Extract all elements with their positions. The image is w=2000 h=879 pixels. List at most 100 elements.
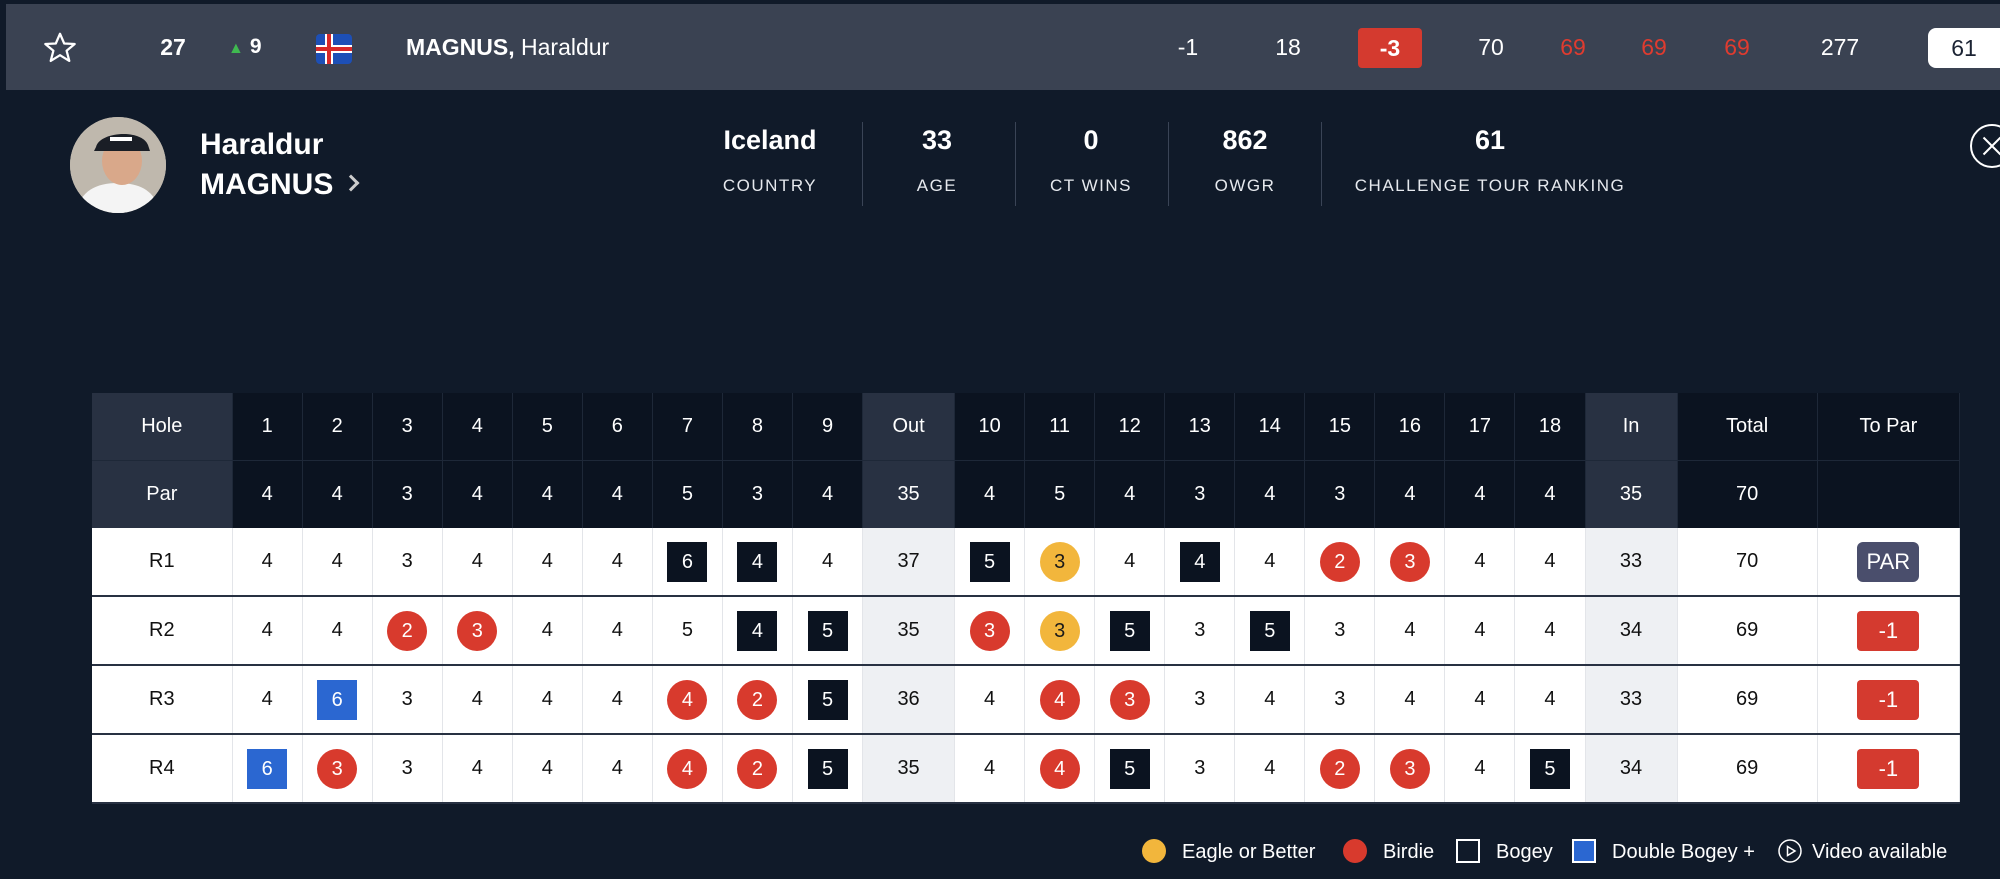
total-score: 277: [1820, 34, 1860, 60]
cell: 18: [1514, 393, 1586, 461]
hole-score: 5: [1234, 596, 1306, 666]
cell: 7: [652, 393, 723, 461]
cell: 4: [1234, 460, 1306, 528]
hole-score: 5: [792, 734, 864, 804]
hole-score: 3: [1304, 665, 1376, 735]
hole-score: 4: [442, 734, 513, 804]
out-total: 36: [862, 665, 956, 735]
divider: [862, 122, 863, 206]
double-bogey-swatch: [1572, 839, 1596, 863]
eagle-marker: 3: [1039, 541, 1080, 582]
out-total: 35: [862, 734, 956, 804]
cell: 4: [1514, 460, 1586, 528]
hole-score: 4: [1444, 734, 1516, 804]
birdie-marker: 2: [737, 679, 778, 720]
hole-score: 4: [582, 734, 653, 804]
round-label: R1: [92, 528, 233, 597]
hole-score: 5: [792, 596, 864, 666]
hole-score: 3: [1164, 596, 1236, 666]
position-movement: ▲ 9: [228, 4, 262, 90]
cell: 3: [1304, 460, 1376, 528]
legend-eagle: Eagle or Better: [1142, 836, 1315, 868]
hole-score: 4: [954, 665, 1026, 735]
hole-score: 3: [1304, 596, 1376, 666]
stat-value: 61: [1474, 125, 1506, 155]
cell: 35: [862, 460, 956, 528]
round-row: R4 6 3 3 4 4 4 4 2 5 35 4 4 5 3 4 2 3 4 5 34 69 -1: [92, 734, 1961, 804]
hole-score: 3: [302, 734, 373, 804]
round-row: R2 4 4 2 3 4 4 5 4 5 35 3 3 5 3 5 3 4 4 4 34 69 -1: [92, 596, 1961, 666]
arrow-up-icon: ▲: [228, 40, 244, 57]
cell: 5: [512, 393, 583, 461]
cell: 12: [1094, 393, 1166, 461]
cell: 4: [302, 460, 373, 528]
divider: [1015, 122, 1016, 206]
par-row: Par 4 4 3 4 4 4 5 3 4 35 4 5 4 3 4 3 4 4 4 35 70: [92, 460, 1961, 528]
hole-score: 4: [652, 665, 723, 735]
row-label: Hole: [92, 393, 233, 461]
bogey-marker: 5: [807, 679, 848, 720]
scorecard-table: Hole 1 2 3 4 5 6 7 8 9 Out 10 11 12 13 14 15 16 17 18 In Tota…: [92, 393, 1961, 804]
today-score: -1: [1177, 34, 1199, 60]
hole-score: 4: [1094, 528, 1166, 597]
hole-score: 4: [1444, 596, 1516, 666]
hole-score: 4: [302, 596, 373, 666]
to-par-cell: -1: [1817, 734, 1961, 804]
legend-bogey-label: Bogey: [1496, 841, 1553, 863]
round-row: R1 4 4 3 4 4 4 6 4 4 37 5 3 4 4 4 2 3 4 4 33 70 PAR: [92, 528, 1961, 597]
profile-first-name: Haraldur: [200, 128, 324, 161]
double-bogey-marker: 6: [247, 748, 288, 789]
thru: 18: [1275, 34, 1301, 60]
birdie-marker: 3: [1389, 748, 1430, 789]
in-total: 33: [1585, 665, 1678, 735]
round-label: R2: [92, 596, 233, 666]
hole-score: 4: [582, 665, 653, 735]
cell: 8: [722, 393, 793, 461]
close-icon[interactable]: [1970, 124, 2000, 168]
birdie-marker: 3: [457, 610, 498, 651]
divider: [1168, 122, 1169, 206]
cell: 4: [1094, 460, 1166, 528]
bogey-marker: 5: [969, 541, 1010, 582]
star-icon[interactable]: [42, 30, 78, 66]
stat-value: Iceland: [723, 125, 817, 155]
hole-score: 4: [792, 528, 864, 597]
cell: 6: [582, 393, 653, 461]
player-last-name: MAGNUS,: [406, 34, 515, 60]
hole-score: 3: [1164, 734, 1236, 804]
player-name[interactable]: MAGNUS, Haraldur: [406, 4, 609, 90]
stat-label: CHALLENGE TOUR RANKING: [1354, 176, 1626, 195]
cell: 1: [232, 393, 303, 461]
bogey-swatch: [1456, 839, 1480, 863]
divider: [1321, 122, 1322, 206]
profile-link[interactable]: MAGNUS: [200, 168, 360, 202]
cell: To Par: [1817, 393, 1961, 461]
birdie-marker: 3: [1389, 541, 1430, 582]
hole-score: 2: [1304, 528, 1376, 597]
hole-score: 6: [302, 665, 373, 735]
stat-value: 862: [1222, 125, 1268, 155]
cell: 4: [442, 460, 513, 528]
out-total: 35: [862, 596, 956, 666]
cell: 4: [442, 393, 513, 461]
stat-value: 33: [921, 125, 953, 155]
birdie-marker: 4: [667, 679, 708, 720]
hole-score: 6: [652, 528, 723, 597]
cell: 3: [372, 460, 443, 528]
to-par-cell: -1: [1817, 665, 1961, 735]
cell: 4: [792, 460, 864, 528]
legend-video: Video available: [1778, 836, 1947, 868]
header-row: Hole 1 2 3 4 5 6 7 8 9 Out 10 11 12 13 14 15 16 17 18 In Tota…: [92, 393, 1961, 461]
player-row[interactable]: 27 ▲ 9 MAGNUS, Haraldur -1 18 -3 70 69 69…: [6, 4, 2000, 90]
hole-score: 3: [1374, 528, 1446, 597]
cell: 9: [792, 393, 864, 461]
hole-score: 4: [1374, 665, 1446, 735]
round-row: R3 4 6 3 4 4 4 4 2 5 36 4 4 3 3 4 3 4 4 4 33 69 -1: [92, 665, 1961, 735]
bogey-marker: 5: [1109, 610, 1150, 651]
birdie-marker: 4: [1039, 679, 1080, 720]
cell: 70: [1677, 460, 1818, 528]
bogey-marker: 4: [737, 541, 778, 582]
round3-score: 69: [1641, 34, 1667, 60]
legend-video-label: Video available: [1812, 841, 1948, 863]
hole-score: 6: [232, 734, 303, 804]
